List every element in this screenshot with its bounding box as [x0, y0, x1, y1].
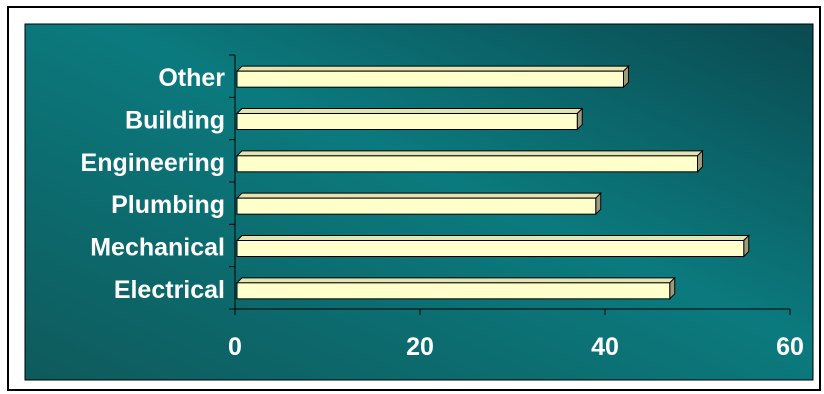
category-label-plumbing: Plumbing: [111, 191, 225, 219]
category-labels: Electrical Mechanical Plumbing Engineering B…: [81, 64, 226, 304]
bar-front-face: [236, 155, 698, 173]
bar-mechanical: [235, 234, 750, 258]
bar-front-face: [236, 282, 671, 300]
bar-other: [235, 64, 630, 89]
x-tick-label: 0: [228, 333, 242, 361]
category-label-engineering: Engineering: [81, 149, 225, 177]
bar-front-face: [236, 240, 745, 257]
category-label-electrical: Electrical: [114, 276, 225, 304]
bar-electrical: [235, 276, 676, 301]
category-label-mechanical: Mechanical: [90, 234, 225, 262]
category-label-other: Other: [158, 64, 225, 92]
chart-frame: Electrical Mechanical Plumbing Engineering B…: [7, 6, 821, 391]
bar-chart: Electrical Mechanical Plumbing Engineering B…: [24, 23, 814, 381]
bar-plumbing: [235, 191, 602, 216]
bar-top-face: [235, 150, 704, 157]
bar-top-face: [235, 65, 630, 72]
bar-building: [235, 107, 584, 131]
bar-top-face: [235, 277, 676, 284]
bars-group: [235, 64, 750, 301]
bar-top-face: [235, 108, 584, 114]
x-tick-label: 20: [406, 333, 434, 361]
bar-top-face: [235, 235, 750, 241]
x-tick-label: 60: [776, 333, 804, 361]
bar-front-face: [236, 113, 578, 130]
x-tick-labels: 0 20 40 60: [228, 333, 804, 361]
bar-front-face: [236, 197, 597, 215]
axes: [229, 54, 791, 315]
bar-top-face: [235, 192, 602, 199]
bar-engineering: [235, 149, 704, 174]
category-label-building: Building: [125, 107, 225, 135]
bar-front-face: [236, 70, 624, 88]
x-tick-label: 40: [591, 333, 619, 361]
